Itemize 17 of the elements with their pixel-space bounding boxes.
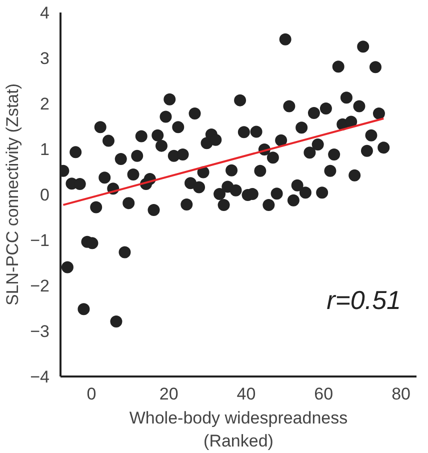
annotation: r=0.51 — [326, 285, 402, 316]
y-tick-label: −4 — [30, 368, 50, 386]
y-tick-label: 2 — [40, 94, 50, 114]
y-tick-label: 1 — [40, 140, 50, 159]
y-tick-label: −2 — [30, 276, 50, 296]
x-tick-label: 60 — [314, 384, 334, 404]
x-tick-label: 0 — [86, 384, 96, 404]
x-axis-title: Whole-body widespreadness (Ranked) — [129, 408, 348, 450]
y-tick-label: 4 — [40, 4, 50, 22]
x-tick-label: 80 — [392, 384, 410, 404]
y-tick-label: −1 — [30, 231, 50, 250]
y-axis-title: SLN-PCC connectivity (Zstat) — [3, 84, 22, 306]
x-tick-label: 20 — [159, 384, 178, 404]
y-tick-label: 0 — [40, 186, 50, 204]
y-tick-label: −3 — [30, 322, 50, 341]
x-tick-label: 40 — [236, 384, 256, 404]
y-tick-label: 3 — [40, 49, 50, 68]
